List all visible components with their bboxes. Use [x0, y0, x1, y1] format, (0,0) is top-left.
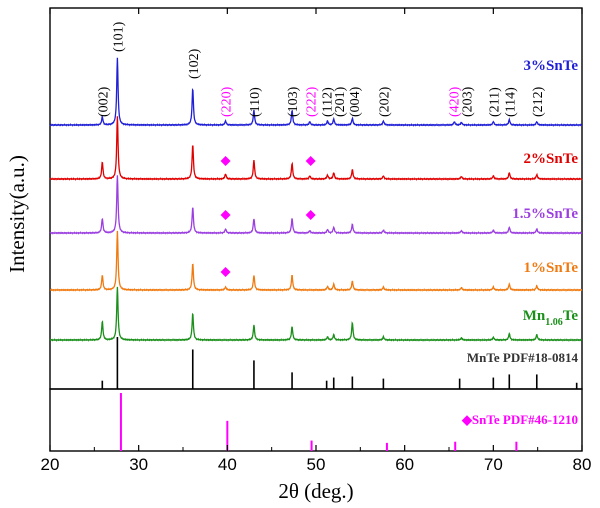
peak-label: (202): [377, 86, 392, 117]
peak-label: (004): [348, 86, 363, 117]
peak-label: (103): [286, 86, 301, 117]
peak-label: (114): [503, 87, 518, 117]
snte-marker: [220, 156, 231, 166]
x-tick-label: 70: [484, 455, 503, 474]
series-line: [49, 230, 583, 292]
peak-label: (420): [447, 86, 462, 117]
x-tick-label: 20: [41, 455, 60, 474]
peak-label: (112): [321, 87, 336, 117]
series-layer: 3%SnTe 2%SnTe 1.5%SnTe 1%SnTe Mn1.06Te: [49, 57, 583, 342]
reference-layer: MnTe PDF#18-0814 ◆SnTe PDF#46-1210: [101, 337, 579, 451]
peak-label: (002): [96, 86, 111, 117]
series-line: [49, 116, 583, 181]
snte-marker: [305, 210, 316, 220]
peak-label: (110): [248, 87, 263, 117]
x-tick-label: 40: [218, 455, 237, 474]
peak-label: (222): [305, 86, 320, 117]
peak-labels: (002) (101) (102) (220) (110) (103) (222) (112)…: [96, 21, 545, 117]
series-line: [49, 286, 583, 342]
peak-label: (102): [187, 48, 202, 79]
series-label: 1.5%SnTe: [512, 206, 578, 222]
snte-marker: [220, 267, 231, 277]
snte-marker: [220, 210, 231, 220]
series-label: 1%SnTe: [524, 260, 579, 276]
x-tick-label: 50: [307, 455, 326, 474]
x-axis-title: 2θ (deg.): [278, 479, 353, 503]
mnte-ref-label: MnTe PDF#18-0814: [467, 350, 579, 365]
upper-plot-frame: [49, 7, 583, 390]
series-label: 2%SnTe: [524, 151, 579, 167]
peak-label: (212): [531, 86, 546, 117]
peak-label: (101): [111, 21, 126, 52]
snte-ref-label: ◆SnTe PDF#46-1210: [461, 412, 578, 427]
snte-marker: [305, 156, 316, 166]
series-line: [49, 57, 583, 127]
x-tick-label: 30: [129, 455, 148, 474]
x-tick-label: 60: [395, 455, 414, 474]
peak-label: (203): [461, 86, 476, 117]
x-axis-ticks: 20 30 40 50 60 70 80: [41, 8, 592, 474]
series-label: Mn1.06Te: [523, 308, 579, 328]
x-tick-label: 80: [573, 455, 592, 474]
y-axis-title: Intensity(a.u.): [5, 155, 29, 273]
series-line: [49, 175, 583, 235]
peak-label: (220): [220, 86, 235, 117]
peak-label: (201): [333, 86, 348, 117]
peak-label: (211): [487, 87, 502, 117]
series-label: 3%SnTe: [524, 58, 579, 74]
